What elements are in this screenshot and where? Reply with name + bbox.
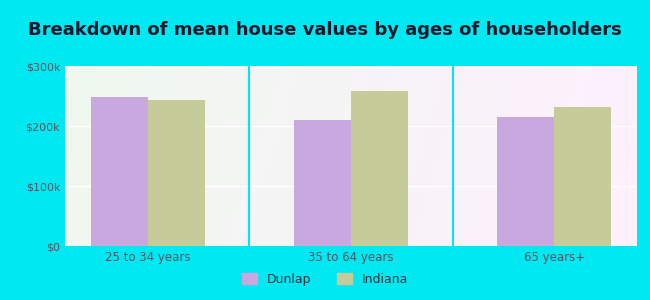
- Bar: [294, 120, 351, 246]
- Bar: [497, 117, 554, 246]
- Bar: [351, 91, 408, 246]
- Legend: Dunlap, Indiana: Dunlap, Indiana: [237, 268, 413, 291]
- Bar: [91, 97, 148, 246]
- Text: Breakdown of mean house values by ages of householders: Breakdown of mean house values by ages o…: [28, 21, 622, 39]
- Bar: [554, 107, 611, 246]
- Bar: [148, 100, 205, 246]
